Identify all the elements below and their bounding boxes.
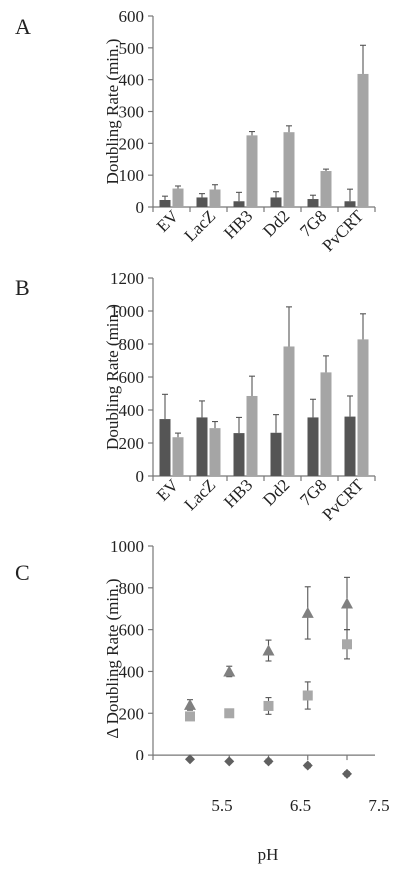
bar-light: [209, 428, 221, 476]
bar-dark: [344, 201, 356, 207]
y-tick-label: 0: [136, 198, 145, 217]
y-tick-label: 300: [119, 103, 145, 122]
category-label: LacZ: [181, 206, 220, 245]
square-point: [302, 690, 313, 701]
mask-block: [130, 790, 186, 820]
bar-dark: [159, 419, 171, 476]
panel-a: A Doubling Rate (min.) 0 100 200 300 400 500 600…: [15, 7, 376, 255]
category-label: PvCRT: [319, 475, 368, 524]
y-tick-label: 200: [119, 434, 145, 453]
bar-dark: [233, 433, 245, 476]
y-tick-label: 100: [119, 166, 145, 185]
bar-dark: [270, 197, 282, 207]
x-tick-label: 6.5: [290, 796, 311, 815]
category-label: EV: [153, 475, 183, 505]
bar-dark: [233, 201, 245, 207]
bar-dark: [196, 417, 208, 476]
y-tick-label: 0: [136, 746, 145, 765]
panel-letter: C: [15, 560, 30, 585]
x-tick-label: 7.5: [368, 796, 389, 815]
panel-c: C Δ Doubling Rate (min.) 0 200 400 600 800 1000…: [15, 537, 390, 864]
bar-light: [357, 73, 369, 207]
y-tick-label: 400: [119, 401, 145, 420]
diamond-point: [185, 754, 195, 765]
mask-block: [98, 760, 154, 788]
panel-b: B Doubling Rate (min.) 0 200 400 600 800 1000 12…: [15, 269, 376, 524]
triangle-point: [223, 665, 236, 677]
bar-light: [172, 188, 184, 207]
category-label: EV: [153, 206, 183, 236]
diamond-point: [224, 756, 235, 767]
bar-light: [246, 395, 258, 476]
y-tick-label: 500: [119, 39, 145, 58]
bar-light: [246, 135, 258, 207]
triangle-point: [262, 644, 275, 656]
y-axis-label: Doubling Rate (min.): [103, 39, 122, 185]
category-label: HB3: [220, 475, 256, 511]
bar-light: [209, 189, 221, 207]
panel-letter: B: [15, 275, 30, 300]
bar-dark: [307, 199, 319, 207]
bar-light: [320, 171, 332, 207]
y-tick-label: 1000: [110, 537, 144, 556]
diamond-point: [302, 760, 313, 771]
category-label: HB3: [220, 206, 256, 242]
triangle-point: [301, 606, 314, 618]
panel-letter: A: [15, 14, 31, 39]
triangle-point: [341, 597, 353, 609]
y-tick-label: 0: [136, 467, 145, 486]
bar-dark: [344, 416, 356, 476]
category-label: LacZ: [181, 475, 220, 514]
y-tick-label: 200: [119, 704, 145, 723]
triangle-point: [184, 698, 196, 710]
square-point: [185, 711, 195, 722]
bar-light: [357, 339, 369, 476]
diamond-point: [263, 756, 274, 767]
y-tick-label: 1000: [110, 302, 144, 321]
diamond-point: [342, 768, 352, 779]
y-tick-label: 600: [119, 368, 145, 387]
y-tick-label: 600: [119, 7, 145, 26]
bar-light: [283, 132, 295, 207]
y-tick-label: 400: [119, 71, 145, 90]
bar-light: [172, 437, 184, 476]
square-point: [224, 708, 235, 719]
bar-dark: [307, 417, 319, 476]
x-tick-label: 5.5: [211, 796, 232, 815]
bar-dark: [270, 432, 282, 476]
y-tick-label: 200: [119, 134, 145, 153]
x-axis-label: pH: [258, 845, 279, 864]
y-axis-label: Doubling Rate (min.): [103, 304, 122, 450]
bar-light: [320, 372, 332, 476]
y-tick-label: 400: [119, 662, 145, 681]
y-tick-label: 800: [119, 335, 145, 354]
y-axis-label: Δ Doubling Rate (min.): [103, 578, 122, 738]
bar-light: [283, 346, 295, 476]
bar-dark: [159, 199, 171, 207]
square-point: [342, 639, 352, 650]
square-point: [263, 700, 274, 711]
y-tick-label: 1200: [110, 269, 144, 288]
bar-dark: [196, 197, 208, 207]
y-tick-label: 800: [119, 579, 145, 598]
y-tick-label: 600: [119, 621, 145, 640]
category-label: PvCRT: [319, 206, 368, 255]
